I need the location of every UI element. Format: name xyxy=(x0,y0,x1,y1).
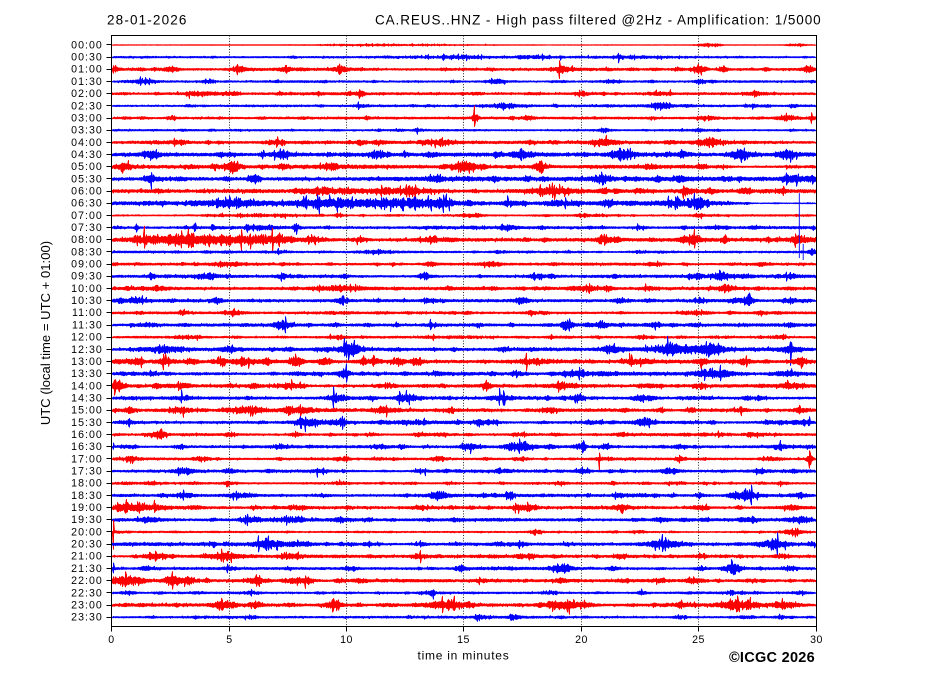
svg-text:UTC (local time = UTC + 01:00): UTC (local time = UTC + 01:00) xyxy=(38,241,53,425)
svg-text:12:00: 12:00 xyxy=(71,332,103,344)
svg-text:03:00: 03:00 xyxy=(71,112,103,124)
svg-text:11:00: 11:00 xyxy=(72,307,103,319)
svg-text:20: 20 xyxy=(575,634,588,646)
svg-text:15:30: 15:30 xyxy=(71,417,103,429)
svg-text:21:00: 21:00 xyxy=(71,551,103,563)
svg-text:07:00: 07:00 xyxy=(71,210,103,222)
svg-text:14:30: 14:30 xyxy=(71,393,103,405)
svg-text:25: 25 xyxy=(692,634,705,646)
svg-text:10: 10 xyxy=(340,634,353,646)
svg-text:17:00: 17:00 xyxy=(71,453,103,465)
svg-text:08:30: 08:30 xyxy=(71,246,103,258)
svg-text:03:30: 03:30 xyxy=(71,125,103,137)
svg-text:17:30: 17:30 xyxy=(71,466,103,478)
svg-text:07:30: 07:30 xyxy=(71,222,103,234)
svg-text:19:00: 19:00 xyxy=(71,502,103,514)
svg-text:23:30: 23:30 xyxy=(71,612,103,624)
svg-text:13:30: 13:30 xyxy=(71,368,103,380)
svg-text:06:30: 06:30 xyxy=(71,198,103,210)
svg-text:15: 15 xyxy=(457,634,470,646)
svg-text:01:00: 01:00 xyxy=(71,64,103,76)
svg-text:09:00: 09:00 xyxy=(71,259,103,271)
svg-text:18:00: 18:00 xyxy=(71,478,103,490)
svg-text:11:30: 11:30 xyxy=(72,319,103,331)
svg-text:28-01-2026: 28-01-2026 xyxy=(107,13,188,28)
svg-text:00:30: 00:30 xyxy=(71,52,103,64)
svg-text:30: 30 xyxy=(810,634,823,646)
svg-text:5: 5 xyxy=(226,634,232,646)
svg-text:0: 0 xyxy=(108,634,114,646)
svg-text:CA.REUS..HNZ - High pass filte: CA.REUS..HNZ - High pass filtered @2Hz -… xyxy=(375,13,822,28)
svg-text:23:00: 23:00 xyxy=(71,599,103,611)
svg-text:08:00: 08:00 xyxy=(71,234,103,246)
svg-text:21:30: 21:30 xyxy=(71,563,103,575)
svg-text:02:30: 02:30 xyxy=(71,100,103,112)
svg-text:05:30: 05:30 xyxy=(71,173,103,185)
svg-text:09:30: 09:30 xyxy=(71,271,103,283)
svg-text:10:00: 10:00 xyxy=(71,283,103,295)
svg-text:04:00: 04:00 xyxy=(71,137,103,149)
svg-text:10:30: 10:30 xyxy=(71,295,103,307)
svg-text:22:30: 22:30 xyxy=(71,587,103,599)
svg-text:00:00: 00:00 xyxy=(71,39,103,51)
svg-text:16:00: 16:00 xyxy=(71,429,103,441)
svg-text:02:00: 02:00 xyxy=(71,88,103,100)
svg-text:©ICGC 2026: ©ICGC 2026 xyxy=(729,650,815,666)
svg-text:20:30: 20:30 xyxy=(71,539,103,551)
svg-text:19:30: 19:30 xyxy=(71,514,103,526)
svg-text:16:30: 16:30 xyxy=(71,441,103,453)
svg-text:20:00: 20:00 xyxy=(71,526,103,538)
svg-text:13:00: 13:00 xyxy=(71,356,103,368)
svg-text:06:00: 06:00 xyxy=(71,186,103,198)
svg-text:01:30: 01:30 xyxy=(71,76,103,88)
svg-text:time in minutes: time in minutes xyxy=(418,649,510,663)
svg-text:14:00: 14:00 xyxy=(71,380,103,392)
svg-text:18:30: 18:30 xyxy=(71,490,103,502)
svg-text:22:00: 22:00 xyxy=(71,575,103,587)
svg-text:05:00: 05:00 xyxy=(71,161,103,173)
svg-text:12:30: 12:30 xyxy=(71,344,103,356)
svg-text:15:00: 15:00 xyxy=(71,405,103,417)
svg-text:04:30: 04:30 xyxy=(71,149,103,161)
